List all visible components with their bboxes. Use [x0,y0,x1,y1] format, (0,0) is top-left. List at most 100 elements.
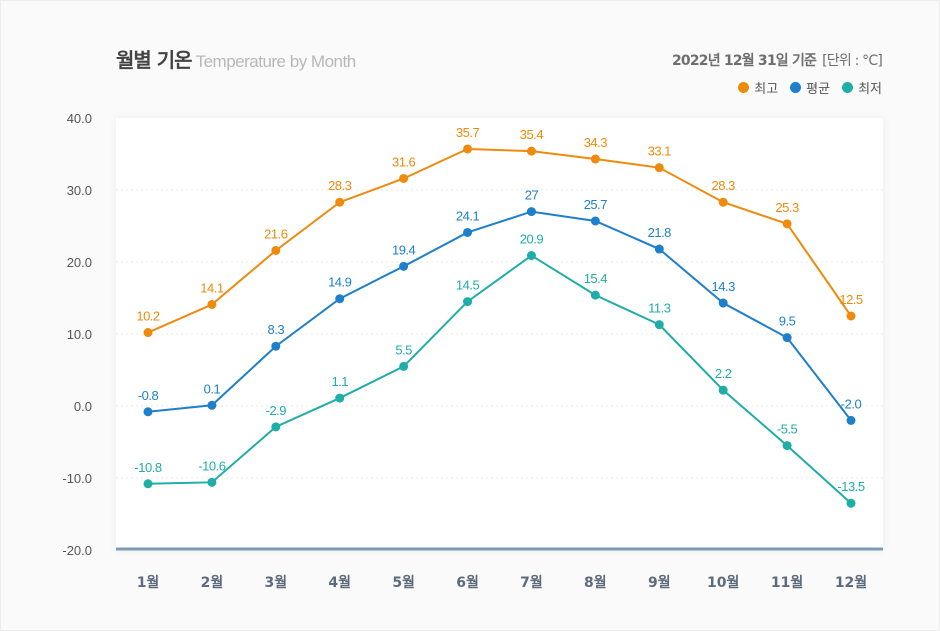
data-point[interactable] [782,219,792,229]
data-label: 35.7 [456,125,480,140]
data-label: -0.8 [138,388,159,403]
x-tick-label: 7월 [520,574,543,591]
data-label: 1.1 [331,374,348,389]
x-tick-label: 11월 [771,574,803,591]
series-max: 10.2 14.1 21.6 28.3 31.6 35.7 35.4 34.3 33.1 28.3… [136,125,863,338]
data-point[interactable] [463,144,473,154]
y-tick-label: -10.0 [62,471,92,486]
data-label: 14.1 [200,280,224,295]
x-tick-label: 8월 [584,574,607,591]
x-tick-label: 3월 [265,574,288,591]
basis-date-info: 2022년 12월 31일 기준 [단위 : °C] [671,50,883,70]
data-point[interactable] [590,290,600,300]
data-point[interactable] [782,333,792,343]
data-point[interactable] [399,361,409,371]
series-line [147,254,852,504]
data-point[interactable] [143,407,153,417]
data-point[interactable] [526,251,536,261]
data-point[interactable] [143,328,153,338]
data-point[interactable] [846,311,856,321]
data-label: -10.6 [198,458,225,473]
data-point[interactable] [207,299,217,309]
y-tick-label: 40.0 [67,111,92,126]
data-label: 14.9 [328,275,352,290]
data-point[interactable] [143,479,153,489]
x-tick-label: 10월 [707,574,739,591]
data-label: 10.2 [136,309,160,324]
data-point[interactable] [335,393,345,403]
legend-item-avg[interactable]: 평균 [790,78,830,97]
data-point[interactable] [271,422,281,432]
data-label: 5.5 [395,342,412,357]
data-point[interactable] [718,298,728,308]
chart-title: 월별 기온 Temperature by Month [116,44,356,73]
legend-dot-icon [738,82,750,93]
data-point[interactable] [526,146,536,156]
legend-item-max[interactable]: 최고 [738,78,778,97]
y-axis: 40.0 30.0 20.0 10.0 0.0 -10.0 -20.0 [62,111,92,558]
data-point[interactable] [590,216,600,226]
y-tick-label: -20.0 [62,543,92,558]
data-point[interactable] [463,297,473,307]
data-point[interactable] [782,441,792,451]
data-label: 27 [525,188,539,203]
legend-label: 최고 [754,82,779,97]
data-point[interactable] [207,477,217,487]
data-point[interactable] [718,197,728,207]
data-label: 28.3 [328,178,352,193]
data-point[interactable] [654,320,664,330]
legend-item-min[interactable]: 최저 [842,78,882,97]
data-label: 35.4 [520,127,544,142]
data-label: 15.4 [584,271,608,286]
data-point[interactable] [718,385,728,395]
data-point[interactable] [846,498,856,508]
data-point[interactable] [335,294,345,304]
data-point[interactable] [271,245,281,255]
data-point[interactable] [207,400,217,410]
data-label: -5.5 [777,422,798,437]
data-label: -2.0 [841,396,862,411]
x-tick-label: 2월 [201,574,224,591]
plot-area [116,118,883,550]
basis-date: 2022년 12월 31일 기준 [671,53,817,69]
data-point[interactable] [590,154,600,164]
legend-label: 최저 [858,82,882,97]
data-point[interactable] [271,341,281,351]
data-label: -10.8 [134,460,161,475]
x-axis: 1월 2월 3월 4월 5월 6월 7월 8월 9월 10월 11월 12월 [137,574,868,591]
x-tick-label: 1월 [137,574,160,591]
data-label: 25.3 [775,200,799,215]
data-point[interactable] [399,173,409,183]
x-tick-label: 6월 [456,574,479,591]
y-tick-label: 0.0 [74,399,92,414]
data-label: 14.5 [456,278,480,293]
data-label: 8.3 [268,322,285,337]
data-label: 34.3 [584,135,608,150]
data-point[interactable] [654,244,664,254]
data-point[interactable] [846,415,856,425]
data-label: 21.8 [648,225,672,240]
series-avg: -0.8 0.1 8.3 14.9 19.4 24.1 27 25.7 21.8 14.3 9.5 -… [138,188,862,425]
data-point[interactable] [335,197,345,207]
data-point[interactable] [526,207,536,217]
data-point[interactable] [654,163,664,173]
data-label: 20.9 [520,232,544,247]
data-label: 0.1 [204,381,221,396]
x-tick-label: 9월 [648,574,671,591]
data-label: 25.7 [584,197,608,212]
data-label: 2.2 [715,366,732,381]
data-label: 11.3 [648,301,671,316]
x-tick-label: 5월 [392,574,415,591]
data-point[interactable] [463,227,473,237]
data-label: 12.5 [839,292,863,307]
series-group: 10.2 14.1 21.6 28.3 31.6 35.7 35.4 34.3 33.1 28.3… [134,125,865,508]
data-label: 9.5 [779,314,796,329]
series-line [147,210,852,422]
series-min: -10.8 -10.6 -2.9 1.1 5.5 14.5 20.9 15.4 11.3 2.2 -… [134,232,865,508]
legend: 최고 평균 최저 [738,78,882,97]
data-point[interactable] [399,261,409,271]
data-label: 28.3 [712,178,736,193]
x-tick-label: 4월 [328,574,351,591]
data-label: 19.4 [392,242,416,257]
y-tick-label: 30.0 [67,183,92,198]
